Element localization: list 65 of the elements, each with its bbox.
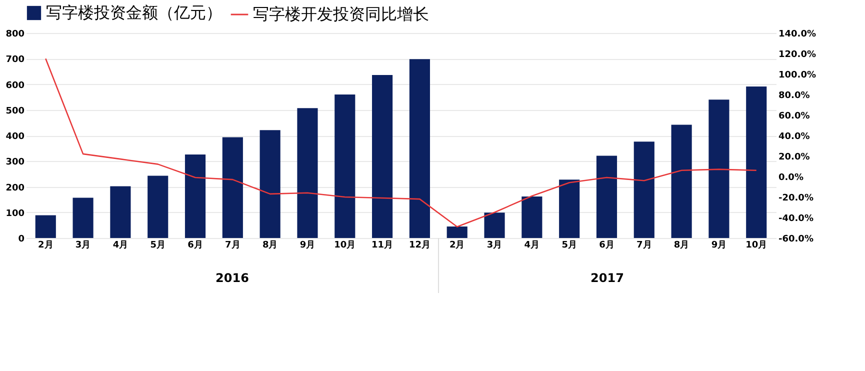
- y2-tick-label: 20.0%: [778, 152, 810, 162]
- bar: [446, 226, 468, 238]
- x-tick-label: 7月: [636, 240, 652, 250]
- x-tick-label: 4月: [524, 240, 540, 250]
- bar: [260, 130, 280, 238]
- y2-tick-label: 80.0%: [778, 91, 810, 101]
- y2-tick-label: 0.0%: [778, 173, 804, 183]
- bar: [559, 180, 580, 238]
- y-tick-label: 500: [6, 106, 24, 116]
- y2-tick-label: 120.0%: [778, 50, 816, 60]
- y-tick-label: 0: [18, 234, 24, 244]
- x-tick-label: 9月: [711, 240, 727, 250]
- legend-label: 写字楼开发投资同比增长: [253, 4, 429, 24]
- x-tick-label: 5月: [562, 240, 577, 250]
- x-tick-label: 4月: [112, 240, 128, 250]
- y2-tick-label: 100.0%: [778, 70, 816, 80]
- y2-tick-label: -60.0%: [778, 234, 814, 244]
- y-tick-label: 600: [6, 80, 24, 91]
- x-tick-label: 8月: [262, 240, 278, 250]
- bar: [72, 198, 94, 238]
- bar: [634, 142, 654, 238]
- bar: [184, 154, 206, 238]
- y2-tick-label: -20.0%: [778, 194, 814, 204]
- x-tick-label: 10月: [746, 240, 768, 250]
- text: 2016: [216, 271, 249, 285]
- bar: [596, 156, 618, 238]
- x-tick-label: 8月: [674, 240, 690, 250]
- x-tick-label: 9月: [300, 240, 316, 250]
- x-tick-label: 6月: [599, 240, 614, 250]
- y-tick-label: 700: [6, 55, 24, 66]
- x-tick-label: 11月: [372, 240, 394, 250]
- y2-tick-label: -40.0%: [778, 214, 814, 224]
- bar: [35, 215, 56, 238]
- bar: [746, 86, 767, 238]
- bar: [409, 59, 430, 238]
- x-tick-label: 10月: [334, 240, 356, 250]
- bar: [372, 75, 393, 238]
- y-tick-label: 400: [6, 132, 24, 142]
- x-tick-label: 12月: [408, 240, 430, 250]
- bar: [522, 196, 542, 238]
- y-tick-label: 200: [6, 183, 24, 194]
- y-tick-label: 100: [6, 208, 24, 219]
- line-series: [44, 58, 758, 228]
- bar: [671, 124, 692, 238]
- y2-tick-label: 60.0%: [778, 112, 810, 122]
- x-tick-label: 7月: [225, 240, 240, 250]
- bar: [148, 176, 168, 238]
- y2-tick-label: 140.0%: [778, 30, 816, 40]
- y-tick-label: 300: [6, 158, 24, 168]
- bar: [708, 100, 730, 238]
- bar: [334, 94, 356, 238]
- x-tick-label: 2月: [38, 240, 54, 250]
- bar: [297, 108, 318, 238]
- x-tick-label: 3月: [486, 240, 502, 250]
- x-tick-label: 2月: [449, 240, 465, 250]
- bar: [484, 212, 505, 238]
- text: 2017: [590, 271, 624, 285]
- legend-label: 写字楼投资金额（亿元）: [46, 3, 222, 22]
- bar: [222, 137, 243, 238]
- y2-tick-label: 40.0%: [778, 132, 810, 142]
- y-tick-label: 800: [6, 30, 24, 40]
- x-tick-label: 5月: [150, 240, 166, 250]
- x-tick-label: 3月: [75, 240, 91, 250]
- x-tick-label: 6月: [188, 240, 203, 250]
- bar: [110, 186, 131, 238]
